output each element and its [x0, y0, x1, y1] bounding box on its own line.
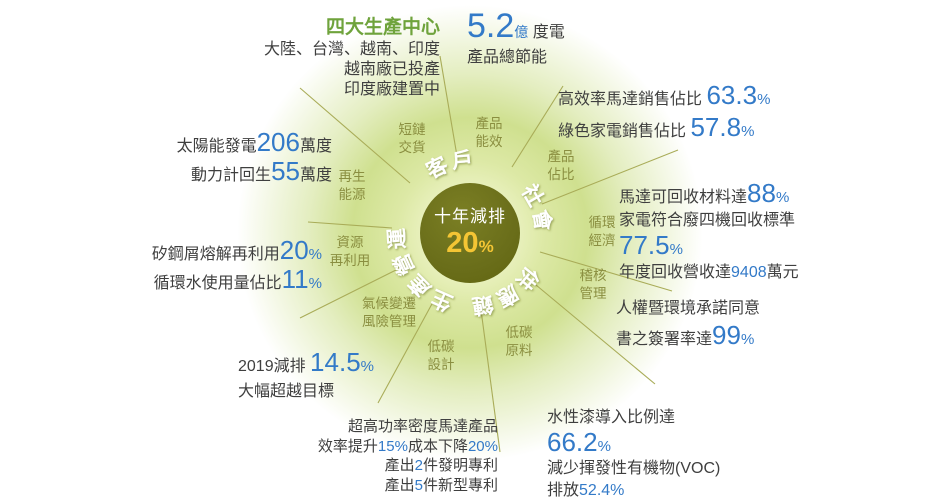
recycling-line: 家電符合廢四機回收標準	[619, 212, 796, 229]
solar-callout: 太陽能發電206萬度 動力計回生55萬度	[130, 129, 332, 187]
steel-recycling-callout: 矽鋼屑熔解再利用20% 循環水使用量佔比11%	[120, 237, 322, 295]
spoke-label-short-chain-delivery: 短鏈 交貨	[398, 122, 426, 155]
human-rights-line: 人權暨環境承諾同意	[616, 300, 761, 317]
water-paint-line: 排放52.4%	[547, 482, 625, 499]
production-centers-line: 大陸、台灣、越南、印度	[263, 41, 440, 58]
production-centers-line: 印度廠建置中	[343, 81, 440, 98]
spoke-line	[539, 251, 673, 292]
motor-rd-line: 產出5件新型專利	[384, 476, 498, 494]
production-centers-line: 越南廠已投產	[343, 61, 440, 78]
spoke-label-climate-risk-management: 氣候變遷 風險管理	[362, 296, 416, 329]
energy-saving-label: 產品總節能	[467, 49, 548, 66]
production-centers-callout: 四大生產中心 大陸、台灣、越南、印度 越南廠已投產 印度廠建置中	[180, 16, 440, 100]
spoke-label-low-carbon-materials: 低碳 原料	[505, 325, 533, 358]
spoke-line	[439, 55, 458, 157]
spoke-line	[480, 309, 501, 453]
reduction-2019-callout: 2019減排 14.5% 大幅超越目標	[238, 349, 374, 404]
spoke-line	[299, 267, 401, 319]
motor-sales-callout: 高效率馬達銷售佔比 63.3% 綠色家電銷售佔比 57.8%	[558, 82, 770, 146]
motor-rd-line: 超高功率密度馬達產品	[347, 418, 498, 435]
spoke-line	[529, 279, 656, 385]
spoke-label-renewable-energy: 再生 能源	[338, 169, 366, 202]
wheel-center: 十年減排 20%	[420, 183, 520, 283]
center-value: 20%	[446, 226, 494, 259]
motor-rd-line: 產出2件發明專利	[384, 457, 498, 474]
water-paint-line: 水性漆導入比例達	[547, 409, 676, 426]
recycling-line: 馬達可回收材料達88%	[619, 178, 790, 208]
recycling-line: 77.5%	[619, 230, 683, 260]
motor-rd-line: 效率提升15%成本下降20%	[317, 437, 498, 455]
energy-saving-callout: 5.2億 度電 產品總節能	[467, 7, 565, 69]
spoke-lines	[299, 55, 679, 453]
spoke-line	[511, 85, 564, 168]
motor-rd-callout: 超高功率密度馬達產品 效率提升15%成本下降20% 產出2件發明專利 產出5件新…	[290, 417, 498, 495]
recycling-line: 年度回收營收達9408萬元	[619, 264, 799, 281]
spoke-line	[377, 301, 434, 404]
solar-line: 動力計回生55萬度	[191, 156, 332, 186]
steel-recycling-line: 循環水使用量佔比11%	[153, 264, 322, 294]
production-centers-title: 四大生產中心	[325, 17, 440, 38]
reduction-2019-line: 大幅超越目標	[238, 383, 335, 400]
solar-line: 太陽能發電206萬度	[176, 127, 332, 157]
spoke-line	[541, 149, 679, 205]
water-paint-line: 66.2%	[547, 427, 611, 457]
reduction-2019-line: 2019減排 14.5%	[238, 347, 374, 377]
motor-sales-line: 高效率馬達銷售佔比 63.3%	[558, 80, 771, 110]
spoke-line	[299, 87, 411, 184]
spoke-label-low-carbon-design: 低碳 設計	[427, 339, 455, 372]
spoke-label-product-efficiency: 產品 能效	[475, 116, 503, 149]
water-paint-line: 減少揮發性有機物(VOC)	[547, 460, 721, 477]
spoke-label-circular-economy: 循環 經濟	[588, 215, 616, 248]
spoke-label-audit-management: 稽核 管理	[579, 268, 607, 301]
recycling-callout: 馬達可回收材料達88% 家電符合廢四機回收標準 77.5% 年度回收營收達940…	[619, 180, 799, 284]
center-title: 十年減排	[434, 207, 506, 227]
energy-saving-value: 5.2億 度電	[467, 7, 565, 45]
steel-recycling-line: 矽鋼屑熔解再利用20%	[151, 235, 322, 265]
spoke-label-resource-reuse: 資源 再利用	[329, 235, 371, 268]
human-rights-callout: 人權暨環境承諾同意 書之簽署率達99%	[616, 295, 760, 353]
human-rights-line: 書之簽署率達99%	[616, 320, 755, 350]
water-paint-callout: 水性漆導入比例達 66.2% 減少揮發性有機物(VOC) 排放52.4%	[547, 407, 720, 502]
motor-sales-line: 綠色家電銷售佔比 57.8%	[558, 112, 755, 142]
spoke-line	[307, 221, 393, 229]
spoke-label-product-share: 產品 佔比	[547, 149, 575, 182]
